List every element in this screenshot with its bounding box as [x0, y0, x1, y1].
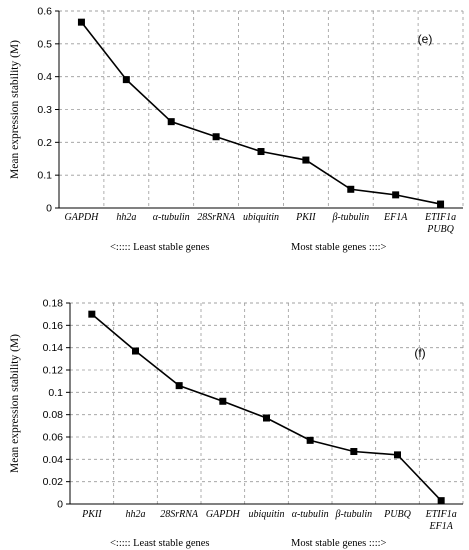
chart-1-data-point: [219, 397, 227, 405]
chart-0-category-label: ubiquitin: [243, 212, 279, 223]
chart-0-category-label: GAPDH: [64, 212, 99, 223]
chart-0-y-axis-label: Mean expression stability (M): [9, 40, 21, 179]
chart-1-category-label: hh2a: [126, 509, 146, 520]
chart-1-category-label: GAPDH: [206, 509, 241, 520]
chart-1-category-label: ETIF1a: [425, 509, 457, 520]
chart-1-data-point: [175, 382, 183, 390]
chart-1-series-line: [91, 313, 442, 502]
chart-0-category-label: 28SrRNA: [197, 212, 236, 223]
chart-1-data-point: [263, 414, 270, 422]
chart-1-ytick-label: 0.14: [43, 342, 64, 354]
chart-1-ytick-label: 0.04: [43, 454, 64, 466]
chart-0-ytick-label: 0.5: [37, 38, 52, 50]
chart-1-ytick-label: 0.12: [43, 365, 64, 377]
chart-0-data-point: [167, 118, 175, 126]
chart-1-ytick-label: 0: [57, 499, 63, 511]
chart-0-category-label: PUBQ: [426, 224, 454, 235]
chart-0-data-point: [257, 148, 265, 156]
chart-1-category-label: α-tubulin: [292, 509, 329, 520]
chart-0-ytick-label: 0: [46, 203, 52, 215]
chart-1-category-label: 28SrRNA: [160, 509, 199, 520]
chart-1-data-point: [350, 448, 358, 456]
chart-1-ytick-label: 0.02: [43, 476, 64, 488]
chart-1-footer-right: Most stable genes ::::>: [291, 538, 387, 549]
chart-1-category-label: β-tubulin: [335, 509, 373, 520]
chart-1-footer-left: <::::: Least stable genes: [110, 538, 210, 549]
chart-1-data-point: [88, 310, 96, 318]
chart-1-data-point: [437, 497, 445, 505]
chart-1-panel-label: (f): [414, 346, 425, 360]
chart-0-ytick-label: 0.2: [37, 137, 52, 149]
chart-0-series-line: [80, 21, 441, 205]
chart-1-y-axis-label: Mean expression stability (M): [9, 334, 21, 473]
chart-0-category-label: β-tubulin: [331, 212, 369, 223]
chart-1-ytick-label: 0.1: [48, 387, 63, 399]
chart-0-category-label: hh2a: [116, 212, 136, 223]
chart-0-footer-right: Most stable genes ::::>: [291, 242, 387, 253]
chart-1-ytick-label: 0.16: [43, 320, 64, 332]
chart-1-category-label: EF1A: [429, 521, 454, 532]
chart-0-footer-left: <::::: Least stable genes: [110, 242, 210, 253]
chart-0-group: 0 0.1 0.2 0.3 0.4 0.5 0.6 Mean expression stabi…: [9, 6, 464, 253]
chart-0-ytick-label: 0.3: [37, 104, 52, 116]
chart-0-category-label: EF1A: [383, 212, 408, 223]
chart-0-ytick-label: 0.4: [37, 71, 52, 83]
chart-1-data-point: [132, 347, 139, 355]
chart-1-ytick-label: 0.06: [43, 432, 64, 444]
chart-1-data-point: [394, 451, 401, 459]
chart-0-panel-label: (e): [418, 32, 433, 46]
chart-0-data-point: [77, 18, 85, 26]
chart-1-category-label: PKII: [81, 509, 102, 520]
chart-0-data-point: [392, 191, 400, 199]
chart-1-data-point: [306, 436, 314, 444]
chart-0-data-point: [437, 200, 445, 208]
chart-1-ytick-label: 0.18: [43, 298, 64, 310]
chart-0-data-point: [302, 156, 310, 164]
chart-1-category-label: ubiquitin: [248, 509, 284, 520]
chart-0-data-point: [212, 133, 220, 141]
chart-0-ytick-label: 0.1: [37, 170, 52, 182]
chart-1-category-label: PUBQ: [383, 509, 411, 520]
chart-1-ytick-label: 0.08: [43, 409, 64, 421]
chart-0-category-label: α-tubulin: [153, 212, 190, 223]
chart-0-ytick-label: 0.6: [37, 6, 52, 18]
chart-0-data-point: [347, 185, 355, 193]
chart-1-group: 0 0.02 0.04 0.06 0.08 0.1 0.12 0.14 0.16 0.18 Mean…: [9, 298, 464, 549]
chart-0-data-point: [122, 76, 130, 84]
chart-0-category-label: PKII: [295, 212, 316, 223]
chart-0-category-label: ETIF1a: [424, 212, 456, 223]
